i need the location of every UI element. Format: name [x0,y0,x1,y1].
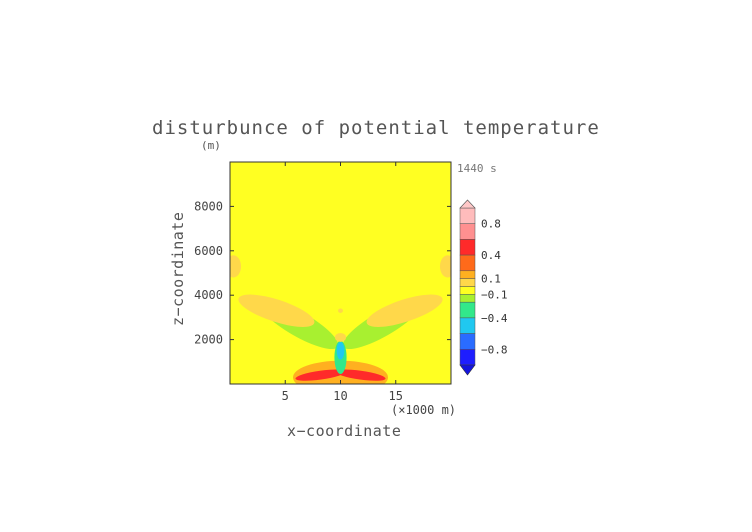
x-tick-label: 15 [389,389,403,403]
colorbar-band [459,333,476,350]
colorbar-label: 0.8 [481,218,501,231]
x-axis-ticks: 5 10 15 [282,162,403,403]
x-unit-label: (×1000 m) [391,403,456,417]
field-contours [230,162,451,384]
colorbar-under-arrow [459,364,476,376]
colorbar-over-arrow [459,199,476,209]
contour-region-2 [335,369,386,381]
colorbar-band [459,317,476,334]
x-axis-label: x−coordinate [287,422,401,440]
y-tick-label: 8000 [194,199,223,213]
contour-region-10 [336,341,345,360]
colorbar-band [459,254,476,272]
contour-region-6 [366,294,443,327]
contour-region-7 [230,255,242,278]
x-tick-label: 10 [333,389,347,403]
time-label: 1440 s [457,162,497,175]
colorbar-band [459,207,476,224]
x-tick-label: 5 [282,389,289,403]
colorbar-band [459,239,476,256]
y-tick-label: 6000 [194,244,223,258]
y-axis-ticks: 2000 4000 6000 8000 [194,199,451,347]
contour-region-12 [338,308,343,313]
y-tick-label: 4000 [194,288,223,302]
contour-region-8 [439,255,451,278]
y-tick-label: 2000 [194,333,223,347]
colorbar-label: 0.4 [481,249,501,262]
contour-region-11 [334,332,347,342]
colorbar-label: −0.1 [481,288,508,301]
colorbar-band [459,278,476,287]
colorbar-label: −0.4 [481,312,508,325]
colorbar-band [459,349,476,366]
y-axis-label: z−coordinate [169,212,187,326]
colorbar-label: −0.8 [481,343,508,356]
contour-region-5 [238,294,315,327]
colorbar-band [459,301,476,319]
colorbar: 0.8 0.4 0.1 −0.1 −0.4 −0.8 [459,199,508,376]
colorbar-band [459,270,476,279]
colorbar-band [459,286,476,295]
colorbar-band [459,223,476,240]
colorbar-label: 0.1 [481,273,501,286]
chart-title: disturbunce of potential temperature [152,117,600,139]
units-label: (m) [201,139,221,152]
colorbar-band [459,294,476,303]
contour-region-1 [295,369,346,381]
